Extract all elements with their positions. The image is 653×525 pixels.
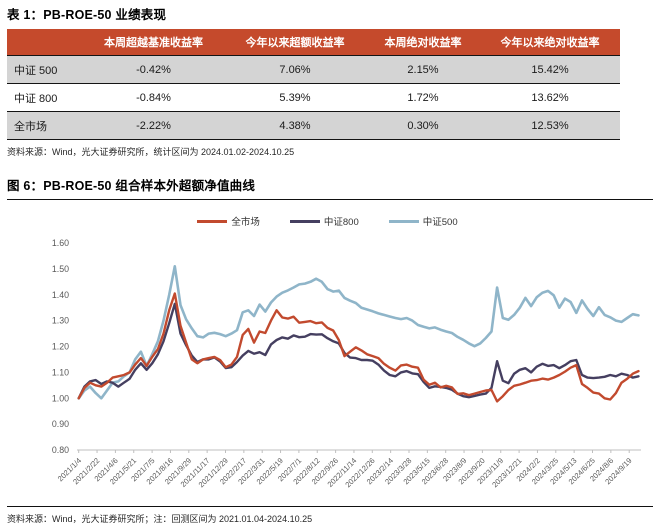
legend-line-swatch — [289, 219, 320, 223]
series-line-csi500 — [77, 264, 640, 400]
table-corner-cell — [7, 29, 83, 56]
legend-line-swatch — [197, 219, 228, 223]
table-column-header: 本周绝对收益率 — [366, 29, 480, 56]
row-label: 中证 800 — [7, 83, 83, 112]
table-cell: 0.30% — [366, 111, 480, 140]
table-cell: 15.42% — [480, 55, 620, 84]
figure-title-rule — [7, 199, 653, 200]
legend-item: 中证800 — [289, 214, 359, 228]
table-row: 中证 500 -0.42% 7.06% 2.15% 15.42% — [7, 55, 620, 84]
row-label: 全市场 — [7, 111, 83, 140]
table-cell: 12.53% — [480, 111, 620, 140]
legend-line-swatch — [388, 219, 419, 223]
table-cell: 2.15% — [366, 55, 480, 84]
table-cell: 13.62% — [480, 83, 620, 112]
table-title: 表 1：PB-ROE-50 业绩表现 — [7, 8, 167, 22]
y-axis-tick-label: 1.30 — [52, 316, 69, 326]
chart-legend: 全市场 中证800 中证500 — [7, 214, 648, 228]
legend-item: 中证500 — [388, 214, 458, 228]
legend-label: 全市场 — [231, 217, 260, 228]
table-row: 全市场 -2.22% 4.38% 0.30% 12.53% — [7, 111, 620, 140]
table-cell: -0.42% — [83, 55, 224, 84]
table-source: 资料来源：Wind，光大证券研究所，统计区间为 2024.01.02-2024.… — [7, 147, 295, 157]
table-cell: -2.22% — [83, 111, 224, 140]
table-cell: -0.84% — [83, 83, 224, 112]
y-axis-tick-label: 1.50 — [52, 264, 69, 274]
table-row: 中证 800 -0.84% 5.39% 1.72% 13.62% — [7, 83, 620, 112]
table-column-header: 今年以来超额收益率 — [224, 29, 366, 56]
table-cell: 5.39% — [224, 83, 366, 112]
table-cell: 7.06% — [224, 55, 366, 84]
table-column-header: 本周超越基准收益率 — [83, 29, 224, 56]
figure-bottom-rule — [7, 506, 653, 507]
series-line-csi800 — [77, 302, 640, 400]
table-cell: 4.38% — [224, 111, 366, 140]
table-cell: 1.72% — [366, 83, 480, 112]
legend-label: 中证800 — [323, 217, 359, 228]
y-axis-tick-label: 1.00 — [52, 393, 69, 403]
figure-title: 图 6：PB-ROE-50 组合样本外超额净值曲线 — [7, 179, 256, 193]
series-line-all-market — [77, 292, 640, 403]
y-axis-tick-label: 1.60 — [52, 238, 69, 248]
legend-item: 全市场 — [197, 214, 260, 228]
y-axis-tick-label: 1.40 — [52, 290, 69, 300]
excess-nav-line-chart: 0.800.901.001.101.201.301.401.501.602021… — [52, 238, 641, 489]
y-axis-tick-label: 0.90 — [52, 419, 69, 429]
y-axis-tick-label: 1.10 — [52, 367, 69, 377]
y-axis-tick-label: 1.20 — [52, 342, 69, 352]
figure-source: 资料来源：Wind，光大证券研究所；注：回测区间为 2021.01.04-202… — [7, 514, 313, 524]
table-column-header: 今年以来绝对收益率 — [480, 29, 620, 56]
y-axis-tick-label: 0.80 — [52, 445, 69, 455]
row-label: 中证 500 — [7, 55, 83, 84]
legend-label: 中证500 — [422, 217, 458, 228]
performance-table: 本周超越基准收益率 今年以来超额收益率 本周绝对收益率 今年以来绝对收益率 中证 50… — [7, 29, 620, 140]
performance-table-header: 本周超越基准收益率 今年以来超额收益率 本周绝对收益率 今年以来绝对收益率 — [7, 29, 620, 56]
